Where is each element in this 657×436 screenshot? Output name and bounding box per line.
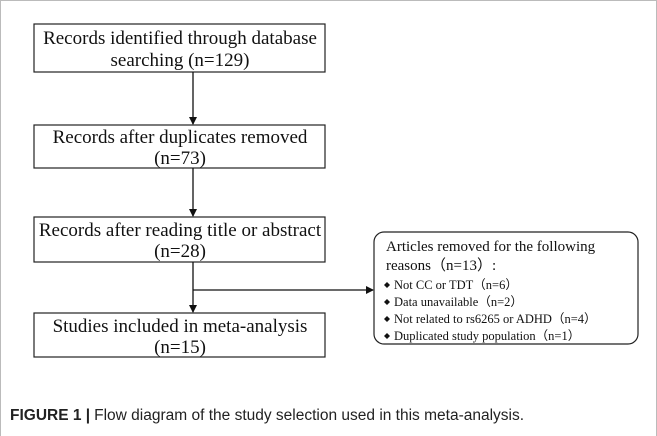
exclusion-box [373,231,639,345]
bullet [384,299,390,305]
box-text: Records after duplicates removed [53,127,308,148]
bullet [384,333,390,339]
exclusion-item: Data unavailable（n=2） [394,295,523,309]
box [33,216,326,263]
box [33,124,326,169]
box-text: (n=15) [154,337,206,358]
box [33,312,326,358]
box-text: Studies included in meta-analysis [53,316,308,337]
box-text: searching (n=129) [111,50,250,71]
box-text: Records after reading title or abstract [39,220,322,241]
caption-label: FIGURE 1 | [10,407,90,424]
bullet [384,282,390,288]
exclusion-item: Not CC or TDT（n=6） [394,278,518,292]
box-text: (n=28) [154,241,206,262]
exclusion-item: Duplicated study population（n=1） [394,329,580,343]
bullet [384,316,390,322]
exclusion-title: Articles removed for the following [386,239,596,255]
exclusion-title: reasons（n=13）: [386,257,496,274]
caption: FIGURE 1 | Flow diagram of the study sele… [10,407,524,424]
caption-text: Flow diagram of the study selection used… [94,407,524,424]
exclusion-list: Not CC or TDT（n=6） Data unavailable（n=2）… [384,278,597,343]
box-text: Records identified through database [43,28,317,49]
box [33,23,326,73]
box-text: (n=73) [154,148,206,169]
exclusion-item: Not related to rs6265 or ADHD（n=4） [394,312,597,326]
